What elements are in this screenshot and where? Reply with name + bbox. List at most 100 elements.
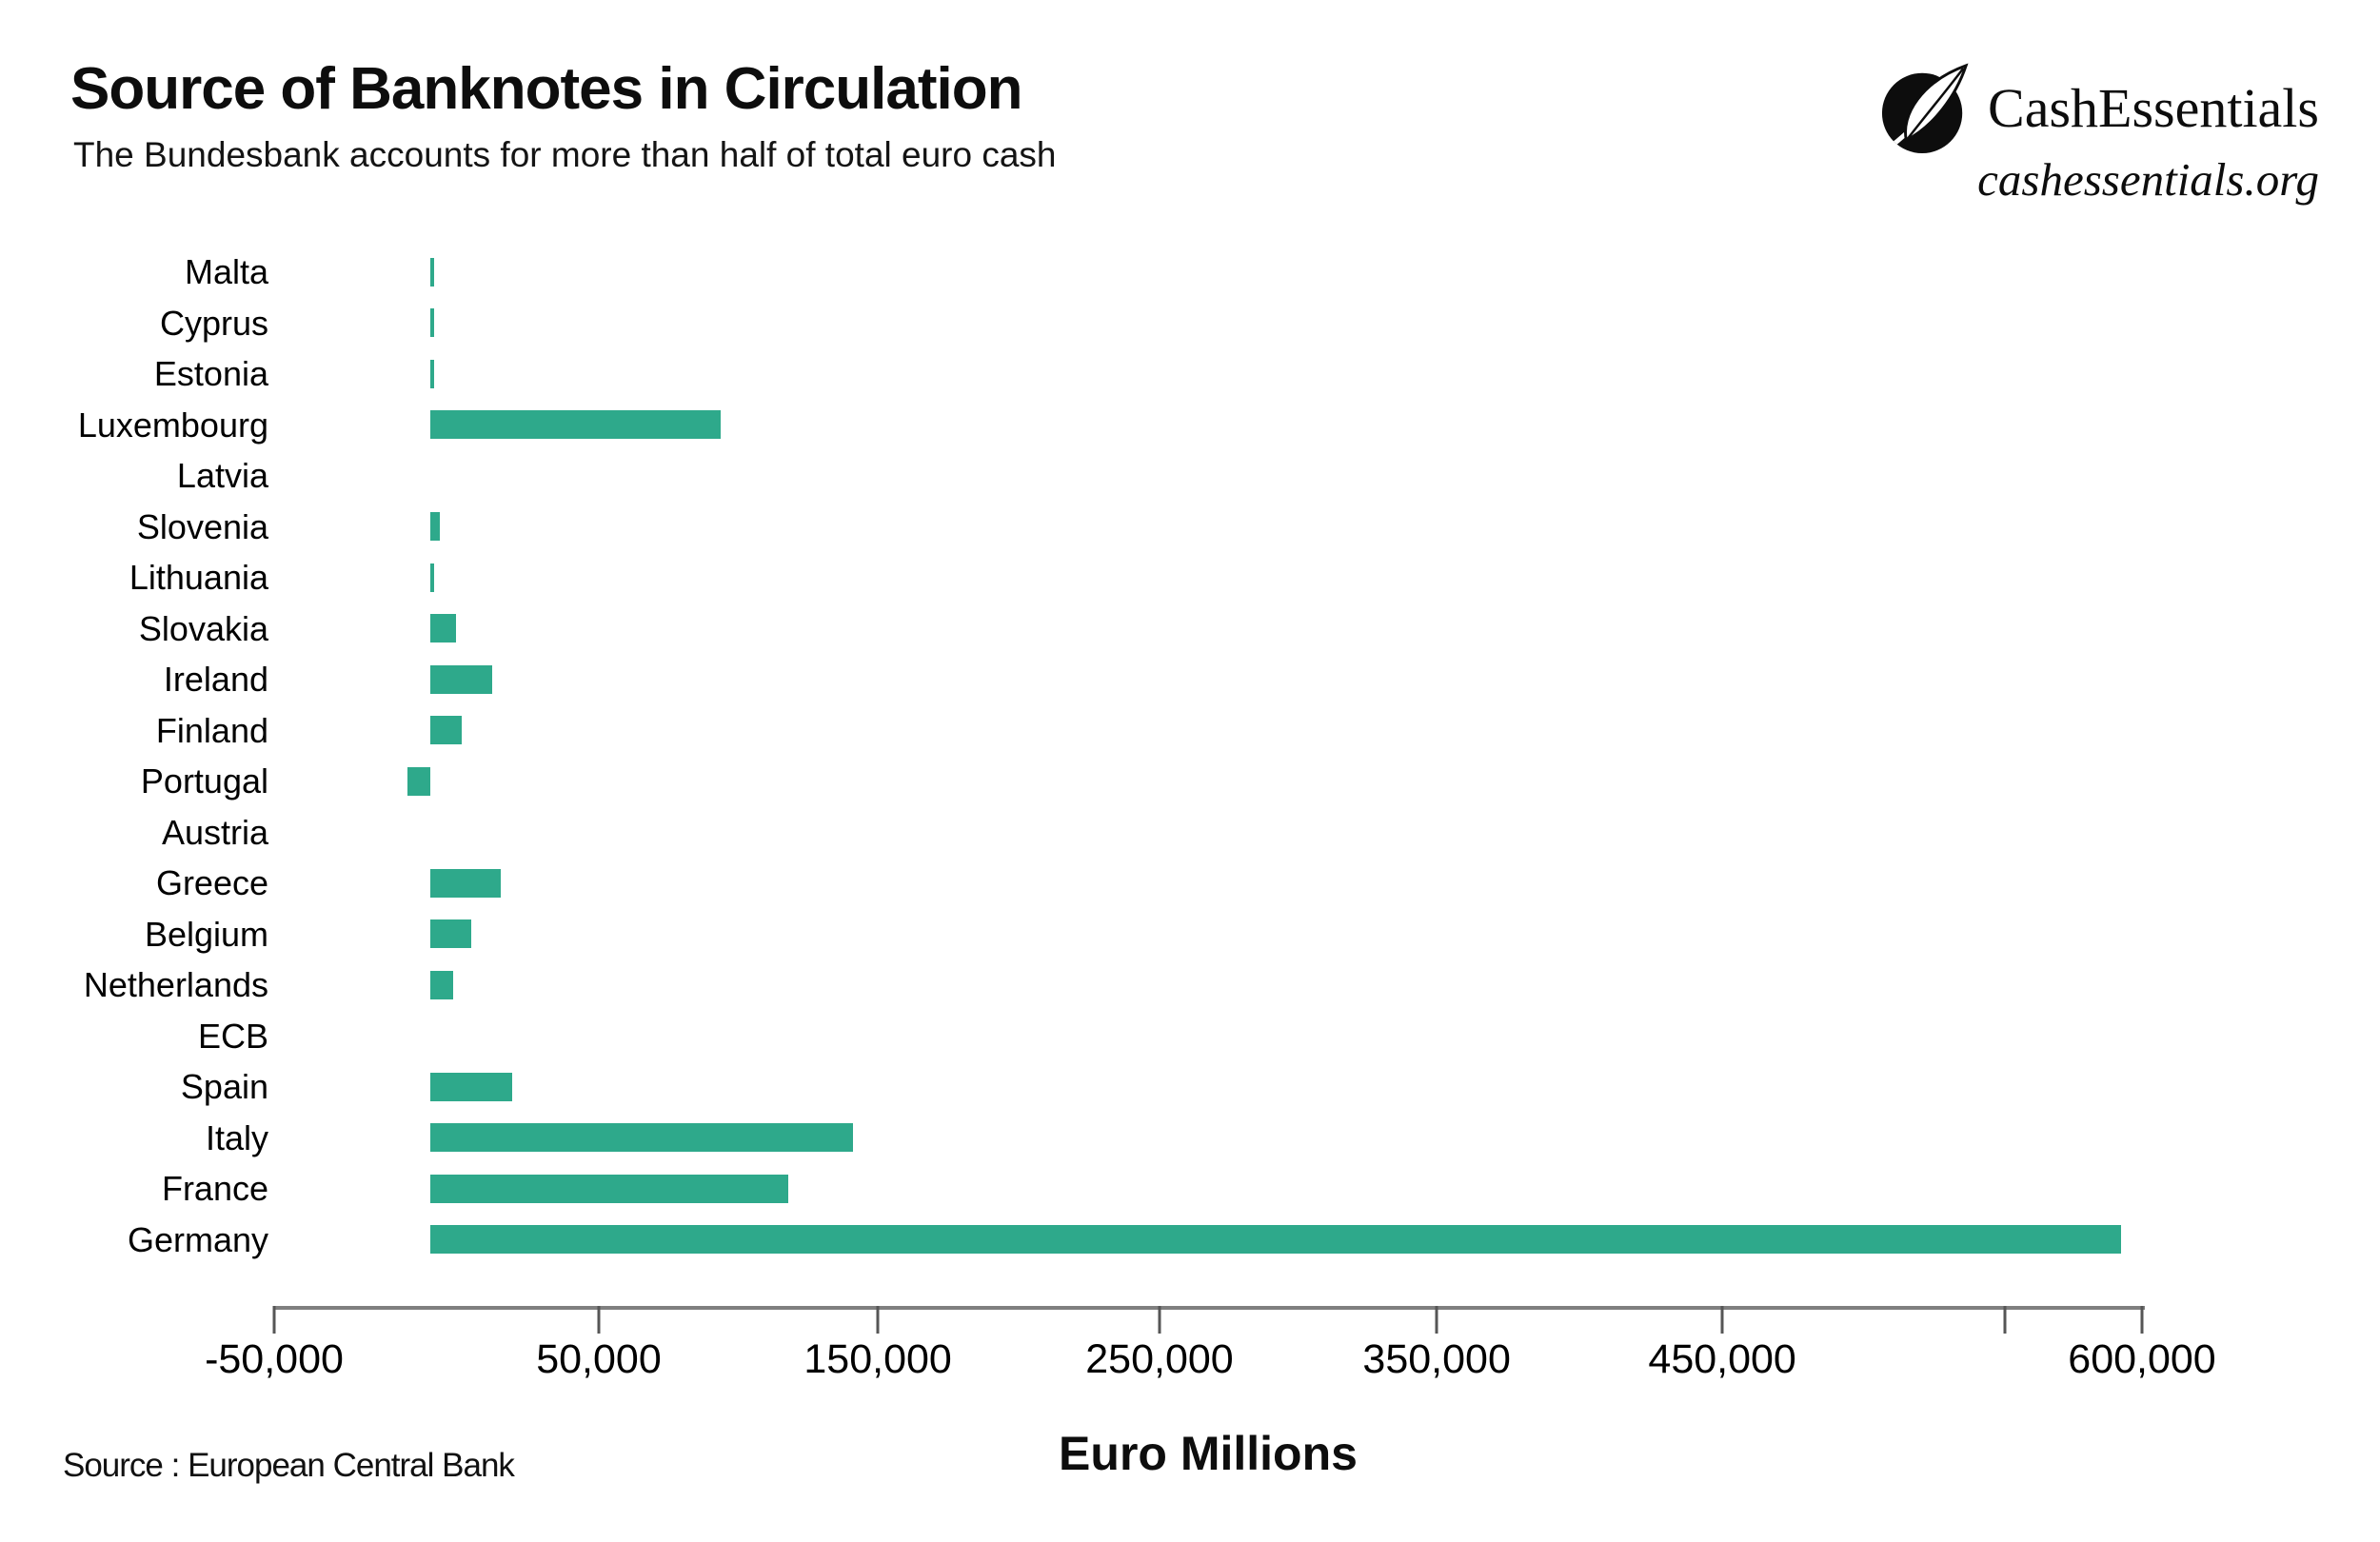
category-label: Belgium (144, 914, 268, 954)
bar (430, 970, 453, 999)
x-axis-tick (2003, 1306, 2007, 1334)
chart-row: Luxembourg (0, 400, 2142, 451)
chart-row: Lithuania (0, 552, 2142, 603)
category-label: Spain (180, 1067, 268, 1106)
category-label: Austria (161, 812, 268, 852)
bar (430, 664, 493, 694)
x-axis-ticks (272, 1306, 2144, 1334)
bar (430, 410, 721, 439)
category-label: France (161, 1169, 268, 1208)
category-label: Estonia (153, 354, 268, 393)
bar (430, 512, 441, 541)
x-axis-tick (1720, 1306, 1724, 1334)
bar (430, 1123, 854, 1152)
chart-row: Malta (0, 247, 2142, 298)
row-plot (274, 705, 2142, 757)
x-axis-tick-labels: -50,000 50,000 150,000 250,000 350,000 450,00… (205, 1336, 2216, 1384)
category-label: Ireland (163, 660, 268, 699)
bar (430, 614, 456, 642)
category-label: Slovenia (136, 506, 268, 546)
chart-row: Slovenia (0, 502, 2142, 553)
category-label: Greece (155, 863, 268, 902)
chart-title: Source of Banknotes in Circulation (70, 56, 1022, 122)
x-axis-tick (876, 1306, 880, 1334)
row-plot (274, 1061, 2142, 1113)
row-plot (274, 552, 2142, 603)
category-label: Luxembourg (77, 405, 268, 445)
logo-name: CashEssentials (1988, 76, 2319, 139)
chart-row: Belgium (0, 909, 2142, 960)
bar (430, 1174, 788, 1203)
x-axis-line (274, 1306, 2145, 1310)
logo-url: cashessentials.org (1977, 153, 2319, 206)
x-axis-tick (272, 1306, 276, 1334)
row-plot (274, 502, 2142, 553)
x-axis-tick-label: -50,000 (205, 1336, 344, 1382)
x-axis-tick-label: 50,000 (536, 1336, 662, 1382)
chart-row: Germany (0, 1215, 2142, 1266)
bar (430, 359, 435, 388)
row-plot (274, 807, 2142, 859)
bar (430, 919, 471, 948)
row-plot (274, 756, 2142, 807)
row-plot (274, 247, 2142, 298)
cashessentials-logo: CashEssentials cashessentials.org (1879, 61, 2319, 207)
bar (430, 868, 502, 898)
category-label: Portugal (140, 761, 268, 801)
chart-row: Spain (0, 1061, 2142, 1113)
chart-row: Greece (0, 858, 2142, 909)
bar (407, 766, 430, 796)
row-plot (274, 400, 2142, 451)
row-plot (274, 654, 2142, 705)
category-label: Finland (155, 710, 268, 750)
chart-row: Austria (0, 807, 2142, 859)
x-axis-tick (2140, 1306, 2144, 1334)
x-axis-tick-label: 150,000 (803, 1336, 952, 1382)
row-plot (274, 909, 2142, 960)
bar (430, 257, 435, 287)
row-plot (274, 858, 2142, 909)
category-label: Netherlands (83, 965, 268, 1004)
chart-row: Netherlands (0, 959, 2142, 1011)
chart-row: France (0, 1163, 2142, 1215)
x-axis-tick-label: 450,000 (1648, 1336, 1796, 1382)
quill-in-circle-icon (1881, 63, 1969, 154)
row-plot (274, 348, 2142, 400)
chart-rows: Malta Cyprus Estonia Luxembourg Latvia Sloven… (0, 247, 2142, 1265)
x-axis-tick (597, 1306, 601, 1334)
row-plot (274, 1163, 2142, 1215)
bar (430, 308, 435, 337)
chart-row: Latvia (0, 450, 2142, 502)
chart-row: Portugal (0, 756, 2142, 807)
x-axis-tick-label: 250,000 (1085, 1336, 1234, 1382)
chart-row: Cyprus (0, 298, 2142, 349)
chart-row: Italy (0, 1113, 2142, 1164)
logo-row: CashEssentials (1879, 61, 2319, 154)
category-label: Cyprus (159, 303, 268, 343)
bar (430, 716, 462, 744)
row-plot (274, 959, 2142, 1011)
x-axis-tick (1435, 1306, 1438, 1334)
row-plot (274, 603, 2142, 655)
row-plot (274, 450, 2142, 502)
chart-subtitle: The Bundesbank accounts for more than ha… (73, 135, 1057, 174)
row-plot (274, 1011, 2142, 1062)
x-axis-title: Euro Millions (1059, 1427, 1358, 1480)
category-label: Italy (205, 1117, 268, 1157)
chart-row: Slovakia (0, 603, 2142, 655)
chart-row: Ireland (0, 654, 2142, 705)
category-label: ECB (197, 1016, 268, 1056)
chart-row: Estonia (0, 348, 2142, 400)
category-label: Germany (127, 1219, 268, 1259)
category-label: Malta (184, 252, 268, 291)
source-note: Source : European Central Bank (63, 1447, 515, 1484)
bar (430, 563, 435, 592)
chart-row: Finland (0, 705, 2142, 757)
x-axis-tick-label: 350,000 (1362, 1336, 1511, 1382)
row-plot (274, 1215, 2142, 1266)
x-axis-tick (1158, 1306, 1161, 1334)
row-plot (274, 1113, 2142, 1164)
x-axis-tick-label: 600,000 (2068, 1336, 2216, 1382)
chart-row: ECB (0, 1011, 2142, 1062)
